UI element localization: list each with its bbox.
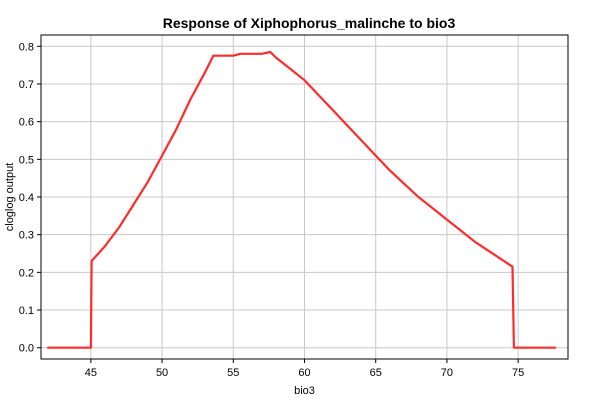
response-curve	[47, 50, 557, 349]
x-tick-label: 60	[298, 367, 310, 379]
series-layer	[47, 50, 557, 349]
x-axis-label: bio3	[294, 385, 315, 397]
x-tick-label: 50	[156, 367, 168, 379]
y-tick-label: 0.2	[19, 267, 34, 279]
y-tick-label: 0.3	[19, 230, 34, 242]
x-tick-label: 75	[512, 367, 524, 379]
grid	[41, 35, 568, 359]
y-tick-label: 0.5	[19, 154, 34, 166]
x-tick-label: 55	[227, 367, 239, 379]
x-tick-label: 65	[370, 367, 382, 379]
tick-layer: 45 50 55 60 65 70 75 0.0 0.1 0.2 0.3 0.4 0.5 0.6 0.7 0.…	[19, 41, 525, 379]
x-tick-label: 45	[85, 367, 97, 379]
y-tick-label: 0.0	[19, 343, 34, 355]
y-tick-label: 0.8	[19, 41, 34, 53]
y-axis-label: cloglog output	[4, 163, 16, 232]
chart-title: Response of Xiphophorus_malinche to bio3	[163, 15, 456, 31]
y-tick-label: 0.4	[19, 192, 34, 204]
y-tick-label: 0.6	[19, 117, 34, 129]
y-tick-label: 0.7	[19, 79, 34, 91]
y-tick-label: 0.1	[19, 305, 34, 317]
x-tick-label: 70	[441, 367, 453, 379]
